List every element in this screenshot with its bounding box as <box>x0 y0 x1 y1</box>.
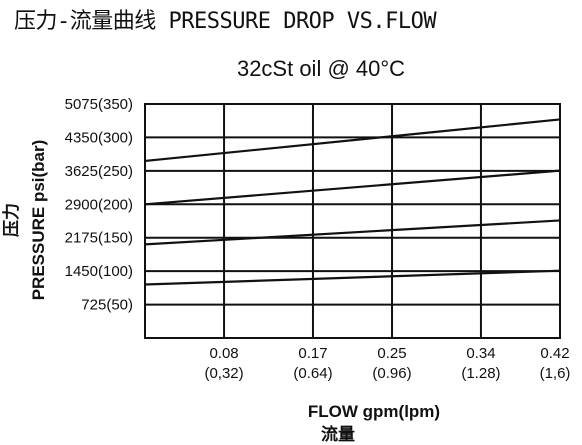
chart-title: 压力-流量曲线 PRESSURE DROP VS.FLOW <box>14 9 437 34</box>
y-axis-label-cn: 压力 <box>1 203 21 237</box>
series-layer <box>144 118 561 286</box>
grid-lines <box>145 104 560 338</box>
x-tick-label: 0.42 <box>540 345 569 362</box>
x-tick-label: 0.17 <box>298 345 327 362</box>
y-tick-label: 3625(250) <box>65 163 133 180</box>
y-tick-label: 5075(350) <box>65 96 133 113</box>
y-tick-label: 1450(100) <box>65 263 133 280</box>
series-line-1 <box>144 118 561 163</box>
x-tick-sublabel: (0,32) <box>204 365 243 382</box>
y-tick-label: 2900(200) <box>65 196 133 213</box>
y-tick-labels: 725(50) 1450(100) 2175(150) 2900(200) 3625(2… <box>65 96 133 314</box>
y-tick-label: 4350(300) <box>65 129 133 146</box>
y-tick-label: 725(50) <box>81 297 133 314</box>
x-tick-sublabel: (0.96) <box>372 365 411 382</box>
x-tick-label: 0.34 <box>466 345 495 362</box>
series-line-3 <box>144 219 561 246</box>
x-tick-sublabel: (0.64) <box>293 365 332 382</box>
x-axis-label-cn: 流量 <box>321 424 355 444</box>
chart-subtitle: 32cSt oil @ 40°C <box>236 56 406 81</box>
y-tick-label: 2175(150) <box>65 230 133 247</box>
x-axis-label: FLOW gpm(lpm) <box>308 402 440 421</box>
x-tick-sublabel: (1.28) <box>461 365 500 382</box>
x-tick-label: 0.25 <box>377 345 406 362</box>
x-tick-labels: 0.08 (0,32) 0.17 (0.64) 0.25 (0.96) 0.34 (1.28)… <box>204 345 570 382</box>
series-line-4 <box>144 269 561 286</box>
x-tick-sublabel: (1,6) <box>540 365 571 382</box>
series-line-2 <box>144 169 561 206</box>
x-tick-label: 0.08 <box>209 345 238 362</box>
y-axis-label: PRESSURE psi(bar) <box>29 140 48 301</box>
